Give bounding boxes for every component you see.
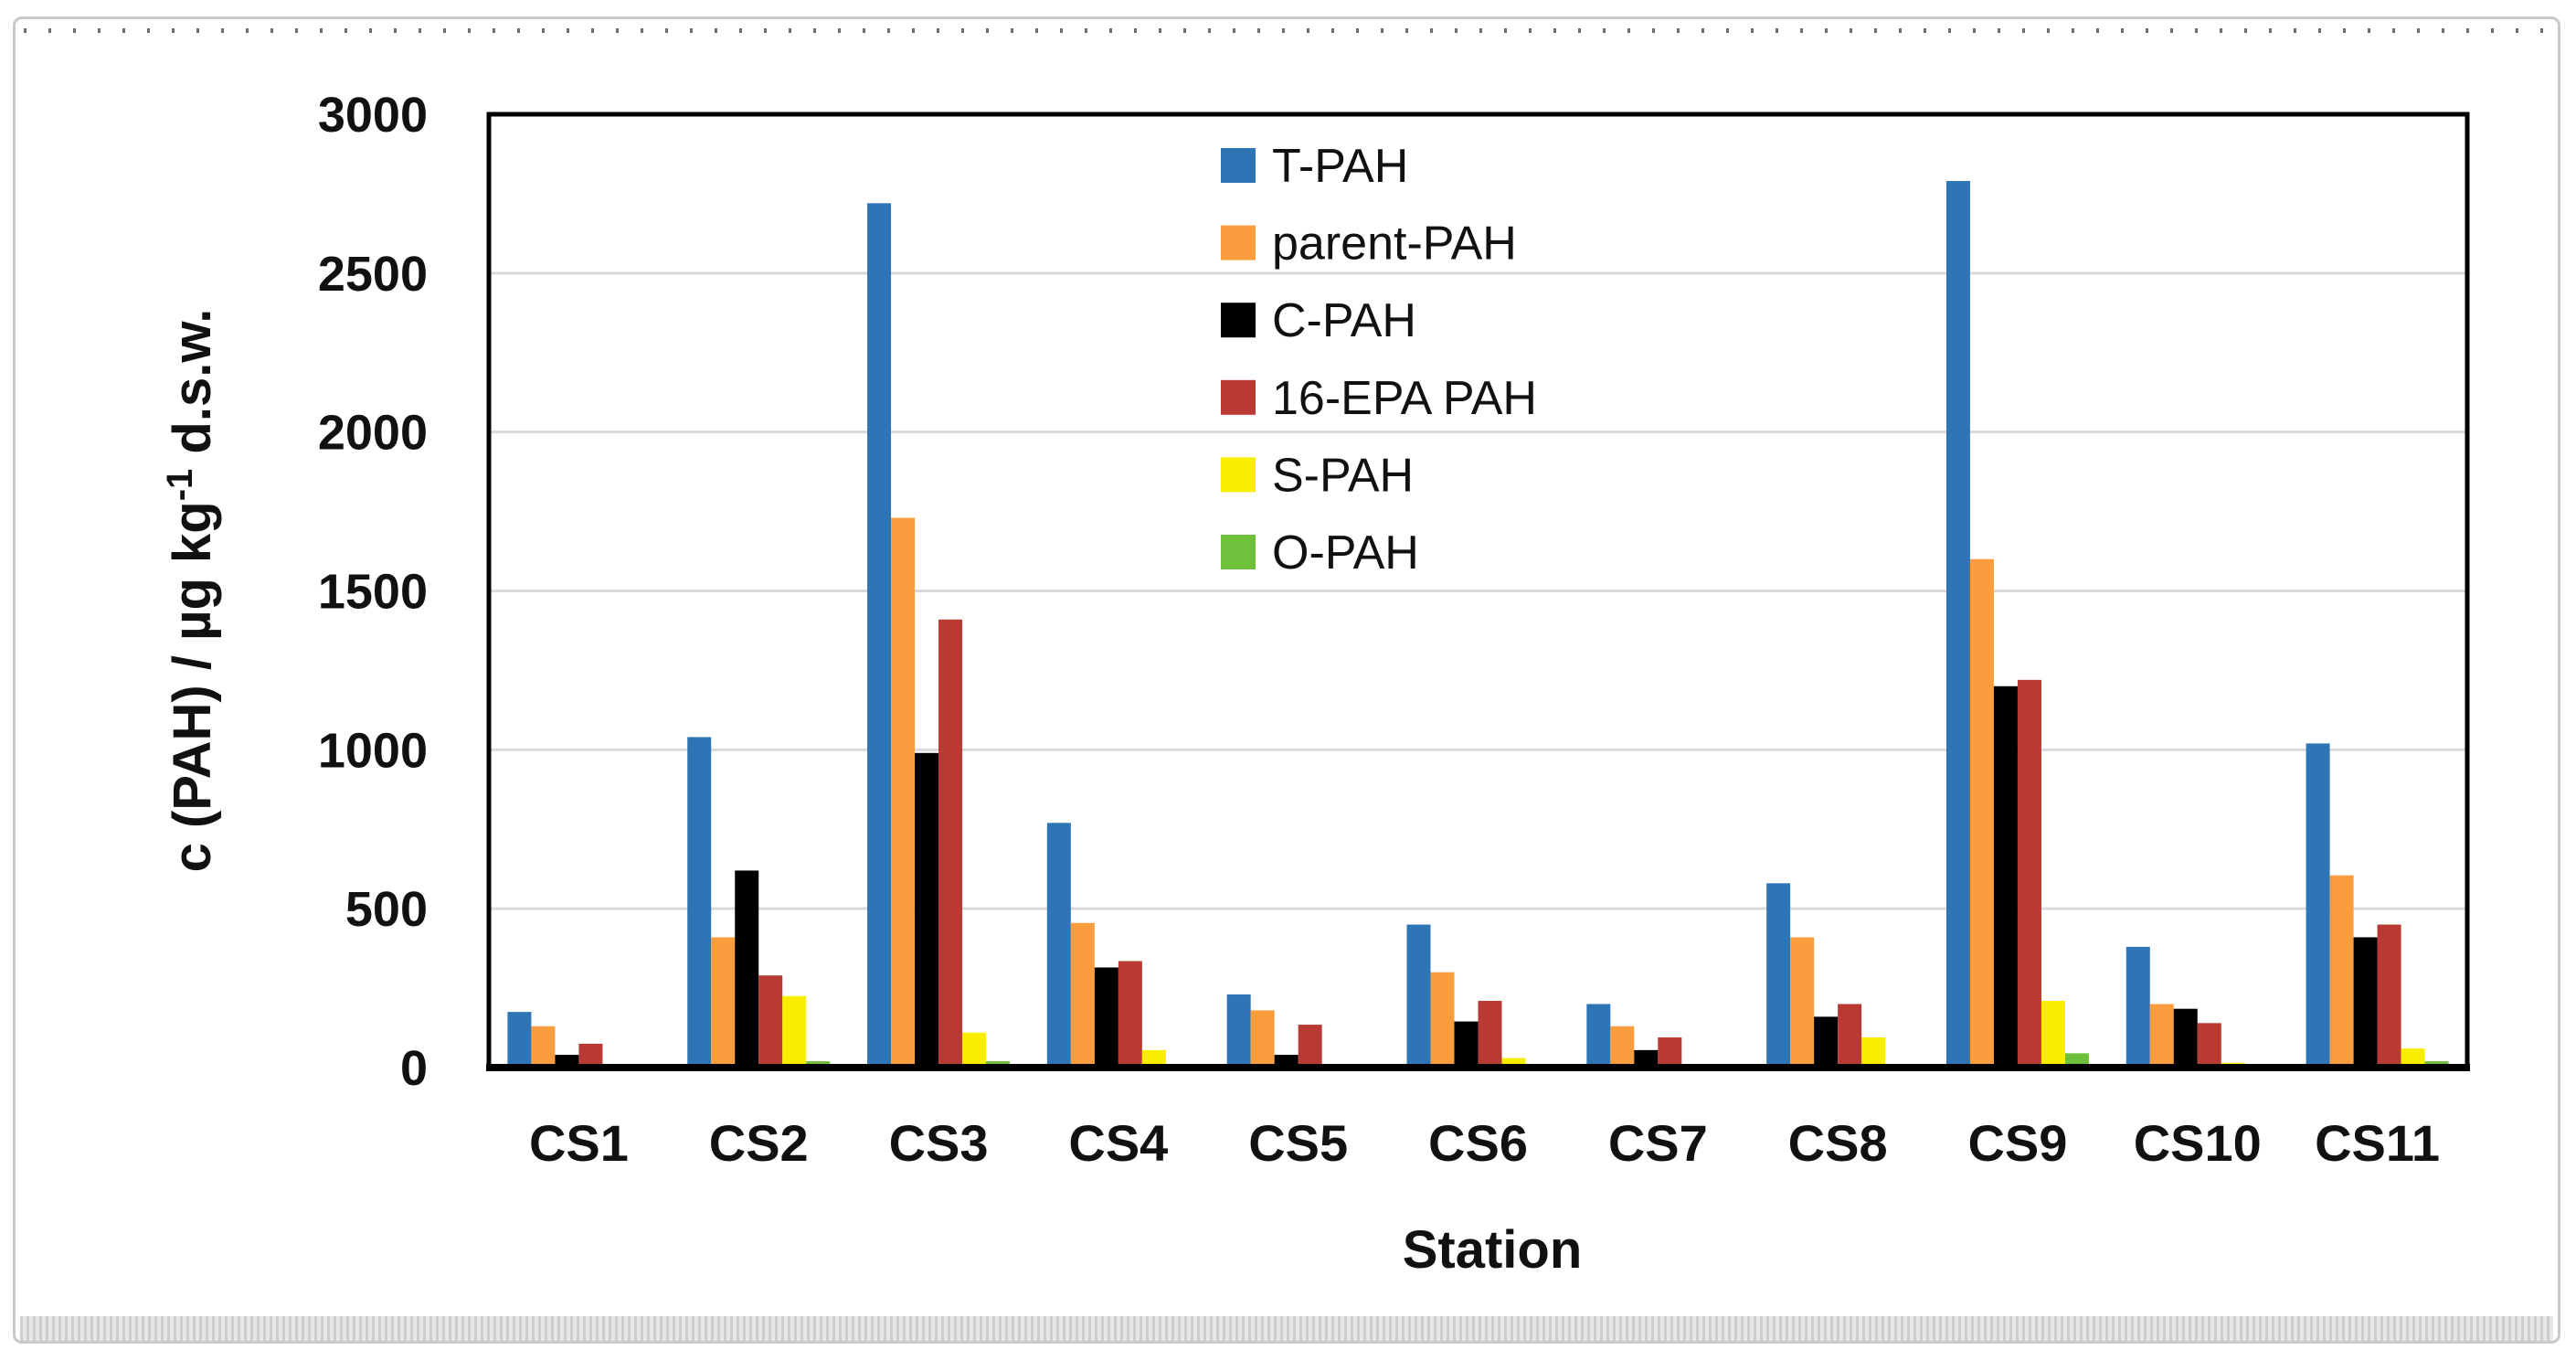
- legend-swatch-parent-PAH: [1221, 225, 1256, 260]
- bar-S-PAH-CS11: [2401, 1048, 2425, 1068]
- gridlines: [489, 271, 2467, 910]
- legend-label-S-PAH: S-PAH: [1272, 449, 1414, 502]
- legend-swatch-16-EPA PAH: [1221, 379, 1256, 415]
- bar-C-PAH-CS11: [2353, 937, 2378, 1068]
- x-axis-tick-labels: CS1 CS2 CS3 CS4 CS5 CS6 CS7 CS8 CS9 CS10 CS11: [529, 1114, 2440, 1172]
- top-dashed-artifact-line: [24, 28, 2549, 33]
- bar-16-EPA PAH-CS3: [938, 619, 963, 1068]
- bar-S-PAH-CS3: [962, 1032, 987, 1068]
- bar-16-EPA PAH-CS9: [2017, 679, 2041, 1068]
- y-tick-label-1500: 1500: [318, 565, 428, 620]
- plot-border: [486, 112, 2470, 1071]
- bar-C-PAH-CS8: [1814, 1016, 1839, 1068]
- bar-S-PAH-CS6: [1501, 1058, 1526, 1068]
- bar-parent-PAH-CS3: [891, 517, 916, 1068]
- legend-swatch-C-PAH: [1221, 303, 1256, 338]
- x-tick-label-CS2: CS2: [709, 1114, 809, 1172]
- bar-S-PAH-CS4: [1141, 1049, 1166, 1068]
- figure-frame-border: [13, 16, 2560, 1344]
- legend-label-O-PAH: O-PAH: [1272, 526, 1419, 579]
- bar-parent-PAH-CS8: [1790, 937, 1815, 1068]
- bar-C-PAH-CS9: [1993, 686, 2018, 1068]
- bar-T-PAH-CS5: [1226, 994, 1251, 1068]
- bar-T-PAH-CS6: [1406, 924, 1431, 1068]
- legend-swatch-O-PAH: [1221, 535, 1256, 569]
- bar-parent-PAH-CS6: [1430, 972, 1455, 1068]
- bar-T-PAH-CS2: [687, 737, 712, 1068]
- x-tick-label-CS3: CS3: [889, 1114, 989, 1172]
- bar-16-EPA PAH-CS6: [1478, 1000, 1502, 1068]
- y-tick-label-500: 500: [345, 882, 428, 937]
- bar-T-PAH-CS9: [1945, 181, 1970, 1068]
- bar-T-PAH-CS8: [1766, 883, 1791, 1068]
- bar-parent-PAH-CS7: [1610, 1026, 1635, 1068]
- y-tick-label-2000: 2000: [318, 406, 428, 461]
- bar-S-PAH-CS2: [782, 995, 807, 1068]
- legend-label-T-PAH: T-PAH: [1272, 140, 1408, 193]
- bar-T-PAH-CS10: [2125, 946, 2150, 1068]
- legend-label-parent-PAH: parent-PAH: [1272, 218, 1517, 271]
- x-tick-label-CS9: CS9: [1967, 1114, 2067, 1172]
- bar-parent-PAH-CS11: [2329, 875, 2354, 1068]
- y-tick-label-2500: 2500: [318, 247, 428, 302]
- y-tick-label-0: 0: [400, 1041, 428, 1096]
- bar-T-PAH-CS7: [1586, 1004, 1611, 1068]
- bar-C-PAH-CS10: [2173, 1008, 2198, 1068]
- bar-16-EPA PAH-CS4: [1118, 961, 1142, 1068]
- y-axis-title: c (PAH) / µg kg-1 d.s.w.: [160, 309, 222, 873]
- bar-S-PAH-CS8: [1861, 1036, 1886, 1068]
- x-tick-label-CS6: CS6: [1428, 1114, 1528, 1172]
- x-tick-label-CS1: CS1: [529, 1114, 629, 1172]
- bar-C-PAH-CS7: [1634, 1049, 1659, 1068]
- legend: T-PAH parent-PAH C-PAH 16-EPA PAH S-PAH O-PAH: [1221, 140, 1537, 579]
- legend-swatch-S-PAH: [1221, 457, 1256, 493]
- y-tick-label-3000: 3000: [318, 88, 428, 143]
- x-tick-label-CS11: CS11: [2315, 1114, 2440, 1172]
- x-tick-label-CS10: CS10: [2134, 1114, 2262, 1172]
- bar-C-PAH-CS4: [1094, 967, 1118, 1068]
- bar-T-PAH-CS1: [507, 1012, 532, 1068]
- bar-parent-PAH-CS10: [2149, 1004, 2174, 1068]
- bottom-scan-strip: [20, 1316, 2553, 1341]
- bar-parent-PAH-CS1: [531, 1026, 556, 1068]
- bar-C-PAH-CS2: [735, 870, 759, 1068]
- bar-16-EPA PAH-CS1: [578, 1043, 603, 1068]
- y-tick-label-1000: 1000: [318, 723, 428, 778]
- x-tick-label-CS4: CS4: [1068, 1114, 1168, 1172]
- bar-parent-PAH-CS9: [1969, 558, 1994, 1068]
- bar-C-PAH-CS6: [1454, 1021, 1479, 1068]
- bar-groups: [507, 181, 2449, 1068]
- x-tick-label-CS8: CS8: [1788, 1114, 1888, 1172]
- bar-16-EPA PAH-CS8: [1838, 1004, 1862, 1068]
- bar-16-EPA PAH-CS11: [2377, 924, 2401, 1068]
- bar-16-EPA PAH-CS7: [1658, 1036, 1682, 1068]
- x-axis-title: Station: [1403, 1220, 1583, 1280]
- bar-T-PAH-CS3: [867, 203, 892, 1068]
- bar-16-EPA PAH-CS5: [1298, 1025, 1322, 1068]
- x-tick-label-CS7: CS7: [1608, 1114, 1708, 1172]
- legend-label-C-PAH: C-PAH: [1272, 294, 1416, 347]
- bar-C-PAH-CS3: [915, 752, 939, 1068]
- bar-T-PAH-CS4: [1046, 823, 1071, 1068]
- x-tick-label-CS5: CS5: [1248, 1114, 1348, 1172]
- bar-S-PAH-CS9: [2041, 1000, 2065, 1068]
- bar-16-EPA PAH-CS10: [2197, 1023, 2221, 1068]
- legend-label-16-EPA PAH: 16-EPA PAH: [1272, 372, 1537, 425]
- legend-swatch-T-PAH: [1221, 148, 1256, 183]
- bar-16-EPA PAH-CS2: [758, 975, 783, 1068]
- bar-parent-PAH-CS4: [1070, 922, 1095, 1068]
- y-axis-tick-labels: 0 500 1000 1500 2000 2500 3000: [318, 88, 428, 1096]
- bar-T-PAH-CS11: [2306, 743, 2330, 1068]
- bar-parent-PAH-CS2: [711, 937, 736, 1068]
- bar-parent-PAH-CS5: [1250, 1010, 1275, 1068]
